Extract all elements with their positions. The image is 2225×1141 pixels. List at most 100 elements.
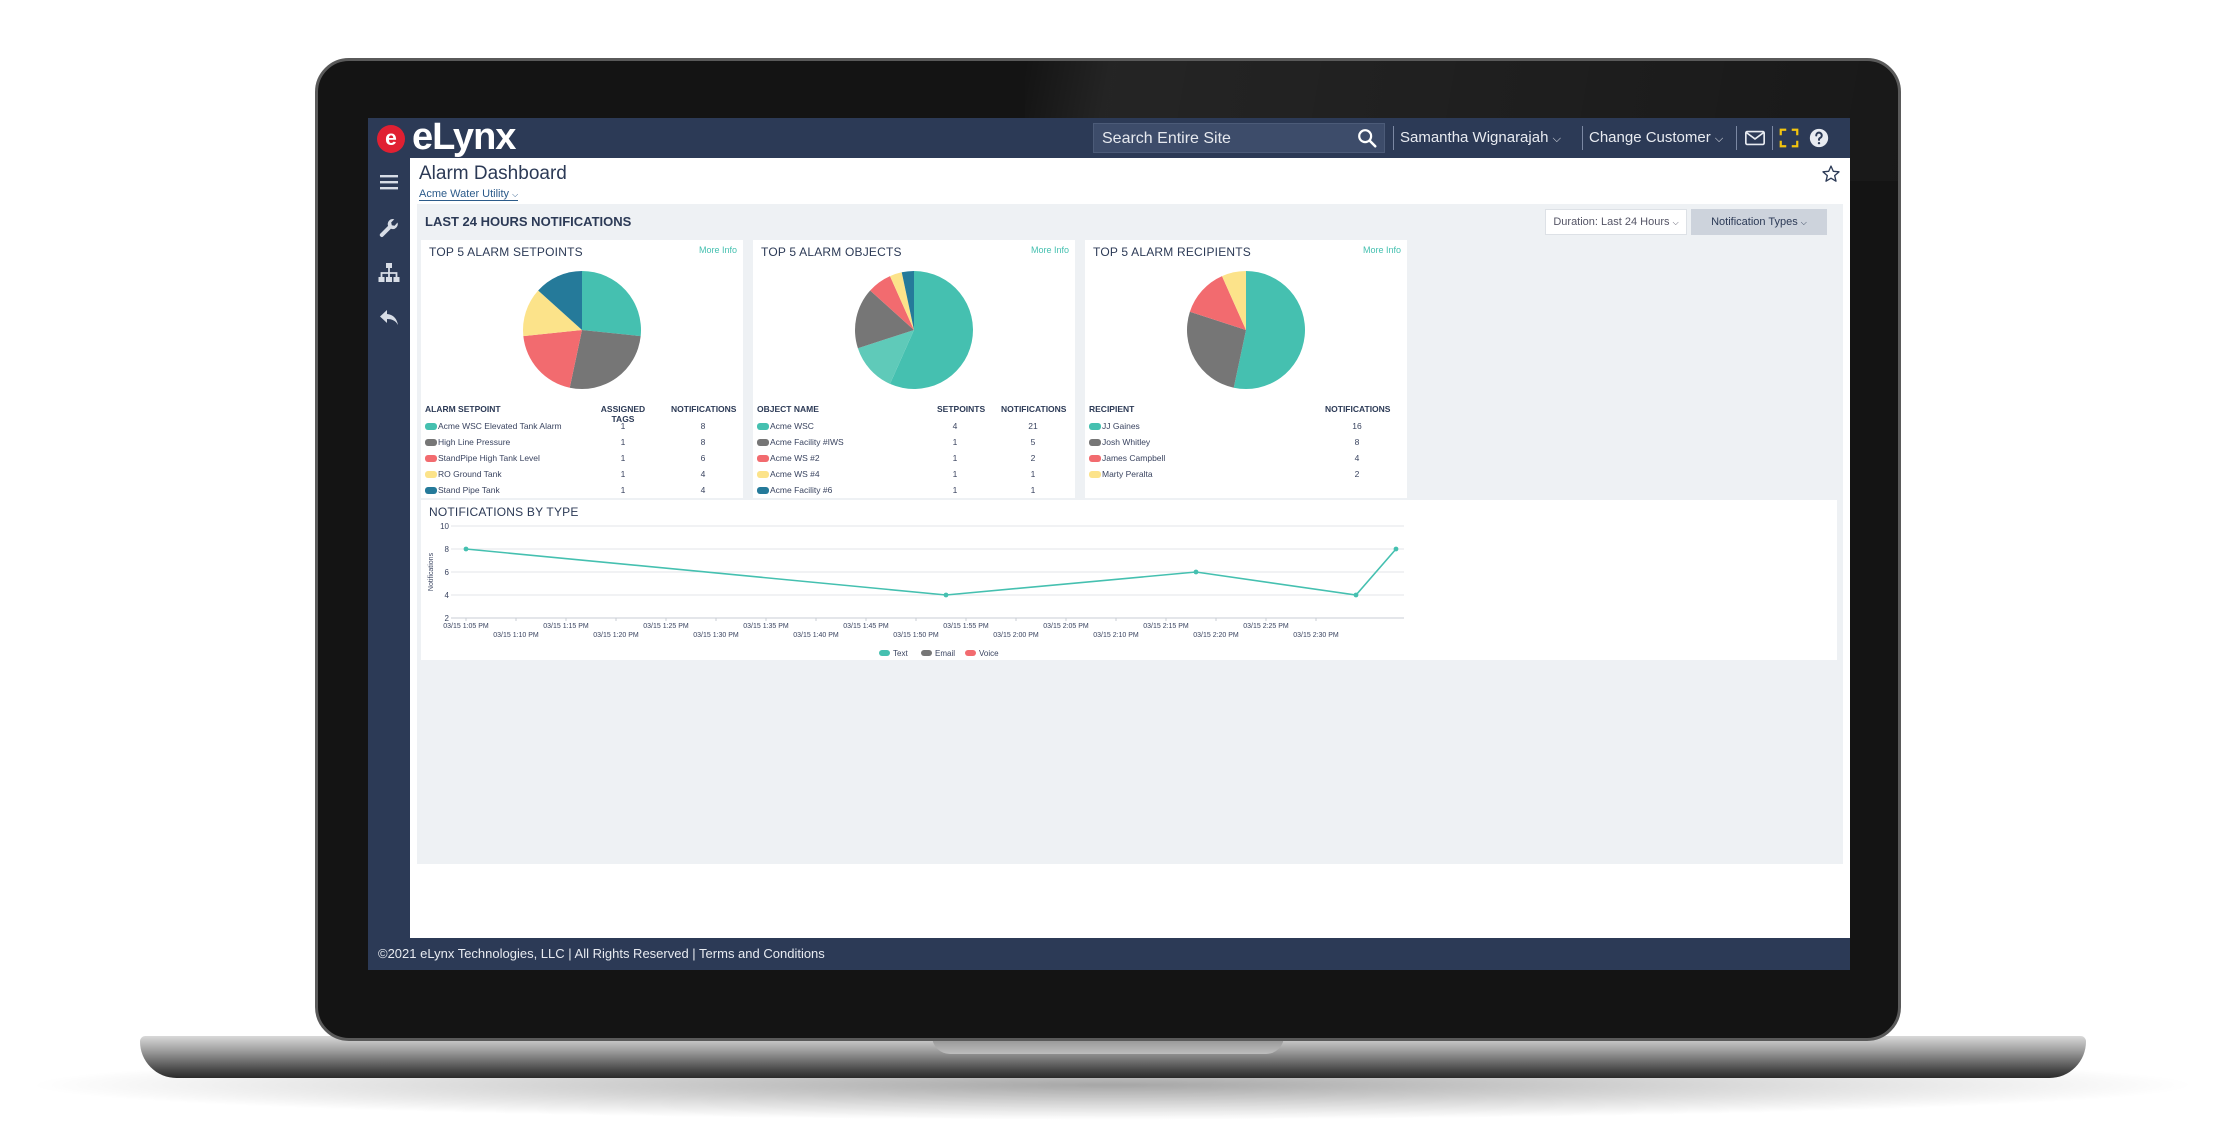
data-point[interactable] [1393,546,1399,552]
row-count: 1 [620,485,626,495]
y-axis-label: Notifications [428,552,435,591]
data-point[interactable] [1353,592,1359,598]
legend-label[interactable]: Text [893,649,908,658]
mail-icon[interactable] [1744,127,1766,149]
pie-slice[interactable] [855,290,914,349]
y-tick-label: 6 [445,568,450,577]
pie-slice[interactable] [870,276,914,330]
card-title: TOP 5 ALARM RECIPIENTS [1093,245,1252,259]
notification-types-dropdown[interactable]: Notification Types ⌵ [1691,209,1827,235]
table-row[interactable]: Acme Facility #6 1 1 [753,484,1075,498]
x-tick-label: 03/15 2:10 PM [1093,632,1139,639]
table-row[interactable]: Acme WS #4 1 1 [753,468,1075,482]
table-row[interactable]: Acme Facility #IWS 1 5 [753,436,1075,450]
brand-logo-text[interactable]: eLynx [412,118,516,158]
data-point[interactable] [463,546,469,552]
hierarchy-icon[interactable] [377,261,401,285]
pie-slice[interactable] [582,271,641,337]
more-info-link[interactable]: More Info [1362,245,1401,255]
x-tick-label: 03/15 1:20 PM [593,632,639,639]
favorite-star-icon[interactable] [1821,164,1841,184]
more-info-link[interactable]: More Info [1030,245,1069,255]
data-point[interactable] [1193,569,1199,575]
change-customer-label: Change Customer [1589,129,1711,146]
table-row[interactable]: Stand Pipe Tank 1 4 [421,484,743,498]
alarm-summary-card: TOP 5 ALARM OBJECTS More Info OBJECT NAME S… [753,240,1075,498]
row-notifications: 5 [1030,437,1036,447]
row-name: Acme WSC Elevated Tank Alarm [438,421,562,431]
legend-swatch [757,439,769,446]
table-row[interactable]: Josh Whitley 8 [1085,436,1407,450]
table-row[interactable]: Acme WS #2 1 2 [753,452,1075,466]
table-row[interactable]: James Campbell 4 [1085,452,1407,466]
table-row[interactable]: Acme WSC 4 21 [753,420,1075,434]
x-tick-label: 03/15 2:25 PM [1243,623,1289,630]
legend-swatch[interactable] [879,650,890,656]
change-customer-menu[interactable]: Change Customer ⌵ [1589,129,1723,146]
table-row[interactable]: JJ Gaines 16 [1085,420,1407,434]
row-notifications: 1 [1030,485,1036,495]
notification-types-label: Notification Types [1711,216,1798,228]
legend-label[interactable]: Email [935,649,955,658]
user-menu[interactable]: Samantha Wignarajah ⌵ [1400,129,1561,146]
table-row[interactable]: High Line Pressure 1 8 [421,436,743,450]
legend-swatch[interactable] [965,650,976,656]
customer-selector[interactable]: Acme Water Utility ⌵ [419,188,519,201]
legend-swatch [425,471,437,478]
pie-slice[interactable] [901,271,914,330]
legend-swatch [757,487,769,494]
row-count: 1 [620,453,626,463]
duration-dropdown[interactable]: Duration: Last 24 Hours ⌵ [1545,209,1687,235]
pie-slice[interactable] [1222,271,1246,330]
chevron-down-icon: ⌵ [1672,218,1679,227]
table-row[interactable]: Marty Peralta 2 [1085,468,1407,482]
legend-swatch [425,455,437,462]
search-input[interactable] [1100,127,1344,151]
pie-slice[interactable] [523,290,582,337]
legend-swatch [1089,423,1101,430]
row-count: 1 [952,453,958,463]
menu-icon[interactable] [377,170,401,194]
table-header: NOTIFICATIONS [671,404,737,414]
legend-swatch[interactable] [921,650,932,656]
more-info-link[interactable]: More Info [698,245,737,255]
x-tick-label: 03/15 1:05 PM [443,623,489,630]
y-tick-label: 8 [445,545,450,554]
pie-slice[interactable] [890,271,973,389]
legend-swatch [757,455,769,462]
chevron-down-icon: ⌵ [1714,133,1724,145]
row-count: 1 [952,469,958,479]
table-row[interactable]: RO Ground Tank 1 4 [421,468,743,482]
line-chart-title: NOTIFICATIONS BY TYPE [429,505,579,519]
pie-slice[interactable] [523,330,582,388]
legend-swatch [425,439,437,446]
pie-slice[interactable] [538,271,582,330]
row-count: 1 [620,421,626,431]
help-icon[interactable] [1808,127,1830,149]
pie-slice[interactable] [890,272,914,330]
search-icon[interactable] [1356,127,1378,149]
pie-slice[interactable] [1187,311,1246,388]
pie-slice[interactable] [569,330,641,389]
pie-slice[interactable] [1189,276,1246,330]
table-header: ASSIGNED TAGS [600,404,646,424]
pie-slice[interactable] [1233,271,1305,389]
legend-label[interactable]: Voice [979,649,999,658]
data-point[interactable] [943,592,949,598]
fullscreen-icon[interactable] [1778,127,1800,149]
legend-swatch [1089,471,1101,478]
back-icon[interactable] [377,306,401,330]
panel-title: LAST 24 HOURS NOTIFICATIONS [425,214,632,229]
separator [1582,126,1583,150]
table-header: SETPOINTS [937,404,986,414]
legend-swatch [425,487,437,494]
elynx-logo-icon[interactable]: e [377,125,405,153]
table-row[interactable]: StandPipe High Tank Level 1 6 [421,452,743,466]
pie-slice[interactable] [857,330,914,384]
wrench-icon[interactable] [377,216,401,240]
row-name: Acme WS #4 [770,469,820,479]
row-notifications: 21 [1028,421,1038,431]
row-name: Acme WS #2 [770,453,820,463]
row-name: James Campbell [1102,453,1166,463]
table-row[interactable]: Acme WSC Elevated Tank Alarm 1 8 [421,420,743,434]
